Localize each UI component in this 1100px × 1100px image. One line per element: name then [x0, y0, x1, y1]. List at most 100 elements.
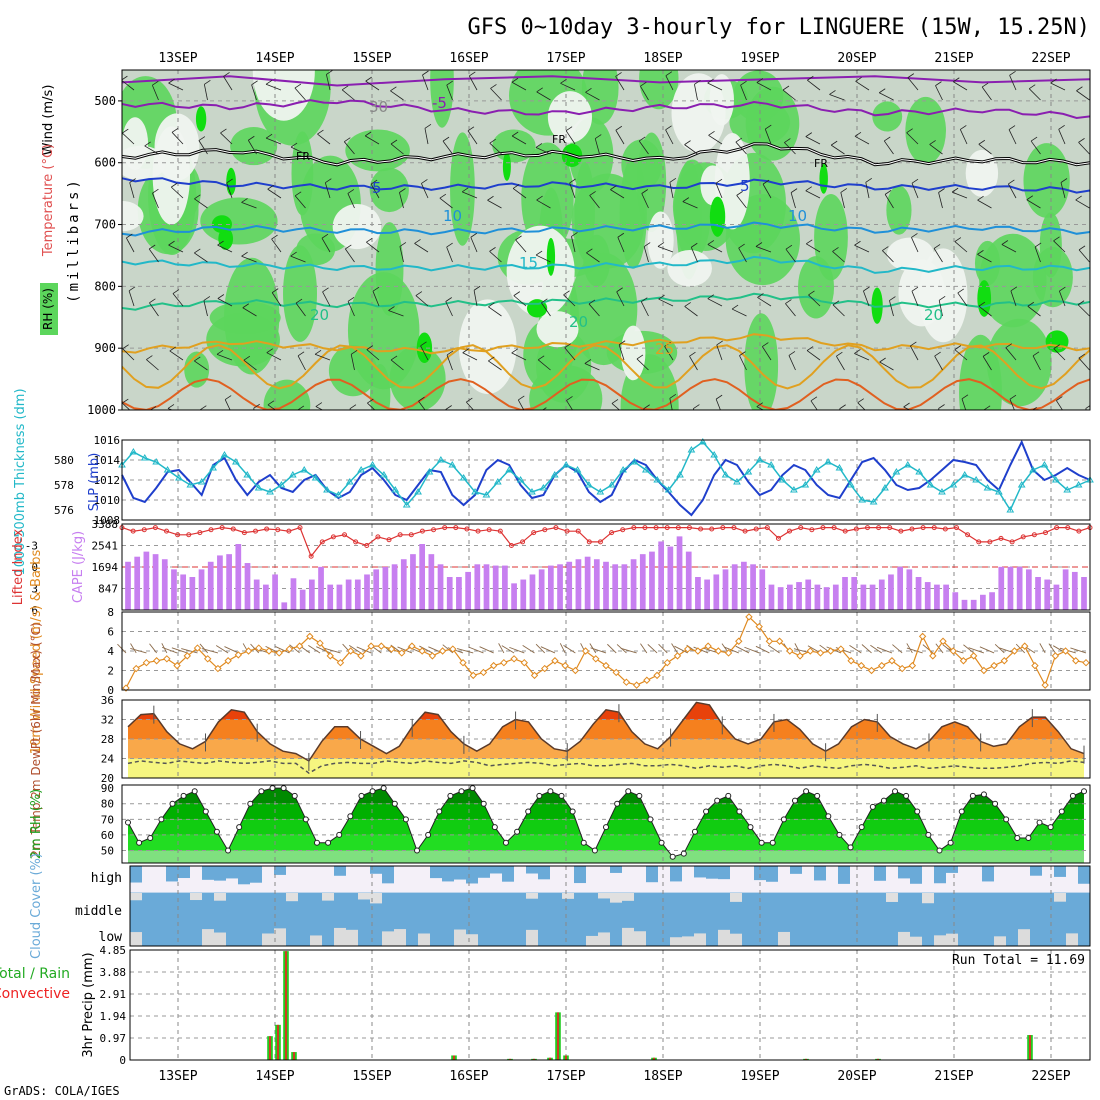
precip-panel: 4.853.882.911.940.970 Run Total = 11.69 …: [0, 944, 1091, 1067]
wind-barb: [907, 77, 919, 91]
li-marker: [1076, 528, 1082, 534]
wind-barb: [615, 76, 625, 91]
li-marker: [809, 527, 815, 533]
li-marker: [586, 539, 592, 545]
rh-marker: [803, 788, 810, 795]
high-cloud-cell: [898, 866, 910, 879]
wind-barb-feather: [168, 240, 175, 246]
li-marker: [575, 528, 581, 534]
li-marker: [186, 532, 192, 538]
rh-marker: [380, 785, 387, 792]
rh-marker: [391, 800, 398, 807]
cape-bar: [1062, 569, 1069, 610]
cape-bar: [207, 561, 214, 610]
wind-barb-feather: [806, 346, 814, 351]
thickness-marker: [163, 466, 172, 473]
wind-barb: [832, 304, 845, 317]
wind-barb: [911, 237, 919, 253]
precip-conv-bar: [453, 1055, 455, 1060]
wind-barb: [194, 360, 208, 371]
thickness-marker: [915, 468, 924, 475]
cape-bar: [584, 556, 591, 610]
wind-speed-marker: [724, 649, 733, 657]
li-marker: [297, 525, 303, 531]
rh-moist-core: [195, 106, 207, 132]
high-cloud-cell: [670, 866, 682, 882]
wind-barb-feather: [462, 348, 469, 354]
high-cloud-cell: [442, 866, 454, 882]
high-cloud-cell: [706, 866, 718, 879]
high-cloud-cell: [874, 866, 886, 881]
wind-barb-10m: [794, 643, 801, 654]
wind-barb: [618, 344, 625, 361]
cape-bar: [180, 574, 187, 610]
thickness-ylabel: 1000-500mb Thickness (dm): [13, 388, 28, 575]
wind-barb-feather: [830, 140, 838, 146]
wind-barb: [468, 75, 478, 91]
wind-barb: [938, 408, 940, 410]
wind-barb-feather: [938, 188, 945, 193]
wind-barb-feather: [684, 140, 691, 145]
precip-tick: 0: [119, 1054, 126, 1067]
ua-tick: 700: [94, 218, 116, 232]
rh-marker: [125, 819, 131, 826]
high-cloud-cell: [946, 866, 958, 873]
wind-barb: [586, 252, 600, 263]
cape-bar: [217, 555, 223, 610]
li-marker: [642, 525, 648, 531]
wind-barb-feather: [805, 186, 812, 192]
wind-barb-10m: [275, 646, 290, 654]
li-marker: [998, 535, 1004, 541]
wind-barb-10m: [994, 644, 1005, 654]
wind-barb-feather: [785, 244, 793, 250]
wind-barb: [855, 80, 870, 91]
wind-barb-feather: [879, 88, 886, 94]
wind-speed-marker: [551, 657, 559, 665]
cape-bar: [382, 566, 389, 610]
precip-conv-bar: [533, 1058, 535, 1060]
contour-label: 25: [655, 340, 674, 358]
cape-bar: [474, 564, 481, 610]
wind-barb: [761, 346, 772, 361]
cape-bar: [1071, 571, 1078, 610]
top-date-label: 18SEP: [643, 51, 682, 66]
wind-barb-feather: [740, 80, 747, 86]
thickness-marker: [846, 481, 855, 488]
wind-barb-feather: [1085, 405, 1090, 409]
cape-bar: [612, 564, 619, 610]
low-cloud-gap: [394, 929, 406, 946]
wind-barb: [271, 238, 282, 253]
wind-barb: [122, 132, 135, 145]
wind-barb: [669, 398, 673, 410]
wind-barb: [738, 247, 747, 263]
wind-barb: [347, 193, 355, 209]
wind-barb: [271, 292, 282, 307]
rh-marker: [636, 792, 643, 799]
wind-barb-feather: [466, 397, 473, 403]
cape-bar: [1044, 579, 1051, 610]
temp-tick: 28: [101, 733, 114, 746]
li-marker: [486, 527, 492, 533]
li-marker: [442, 525, 448, 531]
rh-moist-core: [546, 237, 556, 276]
wind-barb-feather: [790, 188, 798, 193]
wind-barb: [715, 398, 721, 410]
wind-barb: [563, 294, 576, 307]
cape-bar: [226, 554, 232, 610]
wind-barb-feather: [617, 232, 625, 238]
wind-barb-feather: [684, 302, 691, 307]
wind-barb-10m: [419, 645, 433, 654]
wind-barb: [251, 84, 257, 101]
li-marker: [653, 525, 659, 531]
bottom-date-label: 15SEP: [352, 1069, 391, 1084]
rh-marker: [269, 785, 276, 792]
wind-barb: [295, 302, 306, 317]
wind-barb: [350, 354, 355, 371]
wind-barb-feather: [855, 76, 862, 82]
wind-barb: [961, 398, 967, 410]
li-marker: [953, 525, 959, 531]
thickness-marker: [243, 471, 252, 478]
wind-speed-marker: [479, 668, 488, 677]
